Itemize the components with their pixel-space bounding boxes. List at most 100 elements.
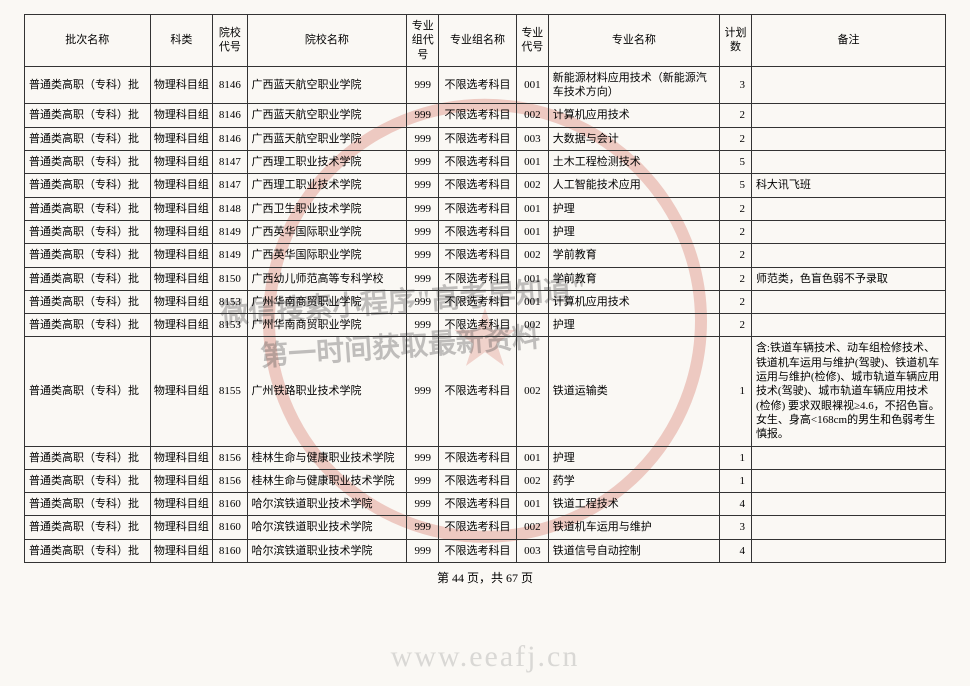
cell-plan: 4 xyxy=(719,493,751,516)
cell-batch: 普通类高职（专科）批 xyxy=(25,516,151,539)
cell-plan: 1 xyxy=(719,469,751,492)
cell-school_name: 广西蓝天航空职业学院 xyxy=(247,127,407,150)
cell-school_name: 广西卫生职业技术学院 xyxy=(247,197,407,220)
cell-group_name: 不限选考科目 xyxy=(439,446,517,469)
cell-major_code: 001 xyxy=(516,66,548,104)
cell-remark: 科大讯飞班 xyxy=(751,174,945,197)
pager-prefix: 第 xyxy=(437,571,452,585)
cell-plan: 2 xyxy=(719,267,751,290)
cell-plan: 2 xyxy=(719,314,751,337)
cell-plan: 2 xyxy=(719,244,751,267)
cell-remark xyxy=(751,469,945,492)
table-row: 普通类高职（专科）批物理科目组8156桂林生命与健康职业技术学院999不限选考科… xyxy=(25,446,946,469)
cell-batch: 普通类高职（专科）批 xyxy=(25,337,151,446)
cell-major_name: 护理 xyxy=(548,314,719,337)
cell-group_name: 不限选考科目 xyxy=(439,337,517,446)
cell-school_code: 8153 xyxy=(213,290,247,313)
cell-school_name: 广西英华国际职业学院 xyxy=(247,220,407,243)
cell-major_name: 护理 xyxy=(548,197,719,220)
cell-batch: 普通类高职（专科）批 xyxy=(25,104,151,127)
cell-subject: 物理科目组 xyxy=(150,174,213,197)
cell-subject: 物理科目组 xyxy=(150,127,213,150)
cell-subject: 物理科目组 xyxy=(150,197,213,220)
cell-major_code: 002 xyxy=(516,174,548,197)
cell-major_name: 土木工程检测技术 xyxy=(548,151,719,174)
cell-group_name: 不限选考科目 xyxy=(439,267,517,290)
cell-major_name: 学前教育 xyxy=(548,267,719,290)
cell-group_name: 不限选考科目 xyxy=(439,104,517,127)
cell-major_code: 002 xyxy=(516,516,548,539)
cell-plan: 3 xyxy=(719,516,751,539)
cell-batch: 普通类高职（专科）批 xyxy=(25,267,151,290)
cell-school_code: 8148 xyxy=(213,197,247,220)
cell-plan: 1 xyxy=(719,337,751,446)
table-body: 普通类高职（专科）批物理科目组8146广西蓝天航空职业学院999不限选考科目00… xyxy=(25,66,946,562)
table-row: 普通类高职（专科）批物理科目组8147广西理工职业技术学院999不限选考科目00… xyxy=(25,174,946,197)
cell-group_code: 999 xyxy=(407,446,439,469)
table-row: 普通类高职（专科）批物理科目组8153广州华南商贸职业学院999不限选考科目00… xyxy=(25,314,946,337)
col-group-name: 专业组名称 xyxy=(439,15,517,67)
cell-major_code: 001 xyxy=(516,267,548,290)
pager-suffix: 页 xyxy=(518,571,533,585)
cell-major_name: 新能源材料应用技术（新能源汽车技术方向） xyxy=(548,66,719,104)
cell-batch: 普通类高职（专科）批 xyxy=(25,197,151,220)
table-row: 普通类高职（专科）批物理科目组8160哈尔滨铁道职业技术学院999不限选考科目0… xyxy=(25,493,946,516)
col-remark: 备注 xyxy=(751,15,945,67)
cell-school_code: 8150 xyxy=(213,267,247,290)
cell-school_name: 哈尔滨铁道职业技术学院 xyxy=(247,493,407,516)
cell-group_name: 不限选考科目 xyxy=(439,539,517,562)
cell-group_name: 不限选考科目 xyxy=(439,314,517,337)
cell-school_code: 8147 xyxy=(213,151,247,174)
cell-remark xyxy=(751,220,945,243)
cell-major_code: 003 xyxy=(516,127,548,150)
table-row: 普通类高职（专科）批物理科目组8146广西蓝天航空职业学院999不限选考科目00… xyxy=(25,127,946,150)
cell-subject: 物理科目组 xyxy=(150,516,213,539)
cell-school_name: 广西理工职业技术学院 xyxy=(247,174,407,197)
cell-major_code: 001 xyxy=(516,220,548,243)
cell-remark xyxy=(751,151,945,174)
cell-group_code: 999 xyxy=(407,174,439,197)
table-row: 普通类高职（专科）批物理科目组8160哈尔滨铁道职业技术学院999不限选考科目0… xyxy=(25,516,946,539)
cell-remark xyxy=(751,66,945,104)
cell-group_name: 不限选考科目 xyxy=(439,66,517,104)
cell-remark xyxy=(751,104,945,127)
col-batch: 批次名称 xyxy=(25,15,151,67)
cell-major_name: 护理 xyxy=(548,446,719,469)
cell-major_name: 铁道工程技术 xyxy=(548,493,719,516)
cell-major_code: 002 xyxy=(516,337,548,446)
cell-subject: 物理科目组 xyxy=(150,104,213,127)
cell-school_code: 8155 xyxy=(213,337,247,446)
cell-remark xyxy=(751,516,945,539)
cell-batch: 普通类高职（专科）批 xyxy=(25,314,151,337)
cell-batch: 普通类高职（专科）批 xyxy=(25,151,151,174)
pager: 第 44 页，共 67 页 xyxy=(24,563,946,586)
cell-major_name: 计算机应用技术 xyxy=(548,104,719,127)
cell-remark: 含:铁道车辆技术、动车组检修技术、铁道机车运用与维护(驾驶)、铁道机车运用与维护… xyxy=(751,337,945,446)
cell-batch: 普通类高职（专科）批 xyxy=(25,493,151,516)
cell-group_name: 不限选考科目 xyxy=(439,151,517,174)
cell-group_name: 不限选考科目 xyxy=(439,197,517,220)
cell-school_code: 8160 xyxy=(213,516,247,539)
cell-remark xyxy=(751,127,945,150)
table-row: 普通类高职（专科）批物理科目组8160哈尔滨铁道职业技术学院999不限选考科目0… xyxy=(25,539,946,562)
cell-school_code: 8156 xyxy=(213,469,247,492)
cell-group_code: 999 xyxy=(407,493,439,516)
cell-batch: 普通类高职（专科）批 xyxy=(25,66,151,104)
cell-subject: 物理科目组 xyxy=(150,314,213,337)
cell-group_code: 999 xyxy=(407,267,439,290)
cell-major_name: 铁道信号自动控制 xyxy=(548,539,719,562)
pager-current: 44 xyxy=(452,571,464,585)
cell-group_name: 不限选考科目 xyxy=(439,174,517,197)
cell-plan: 2 xyxy=(719,220,751,243)
cell-group_code: 999 xyxy=(407,66,439,104)
cell-major_name: 计算机应用技术 xyxy=(548,290,719,313)
cell-batch: 普通类高职（专科）批 xyxy=(25,446,151,469)
cell-major_code: 001 xyxy=(516,493,548,516)
cell-major_name: 护理 xyxy=(548,220,719,243)
table-row: 普通类高职（专科）批物理科目组8149广西英华国际职业学院999不限选考科目00… xyxy=(25,220,946,243)
table-row: 普通类高职（专科）批物理科目组8155广州铁路职业技术学院999不限选考科目00… xyxy=(25,337,946,446)
cell-remark xyxy=(751,446,945,469)
table-header-row: 批次名称 科类 院校代号 院校名称 专业组代号 专业组名称 专业代号 专业名称 … xyxy=(25,15,946,67)
cell-school_code: 8146 xyxy=(213,127,247,150)
cell-group_code: 999 xyxy=(407,197,439,220)
